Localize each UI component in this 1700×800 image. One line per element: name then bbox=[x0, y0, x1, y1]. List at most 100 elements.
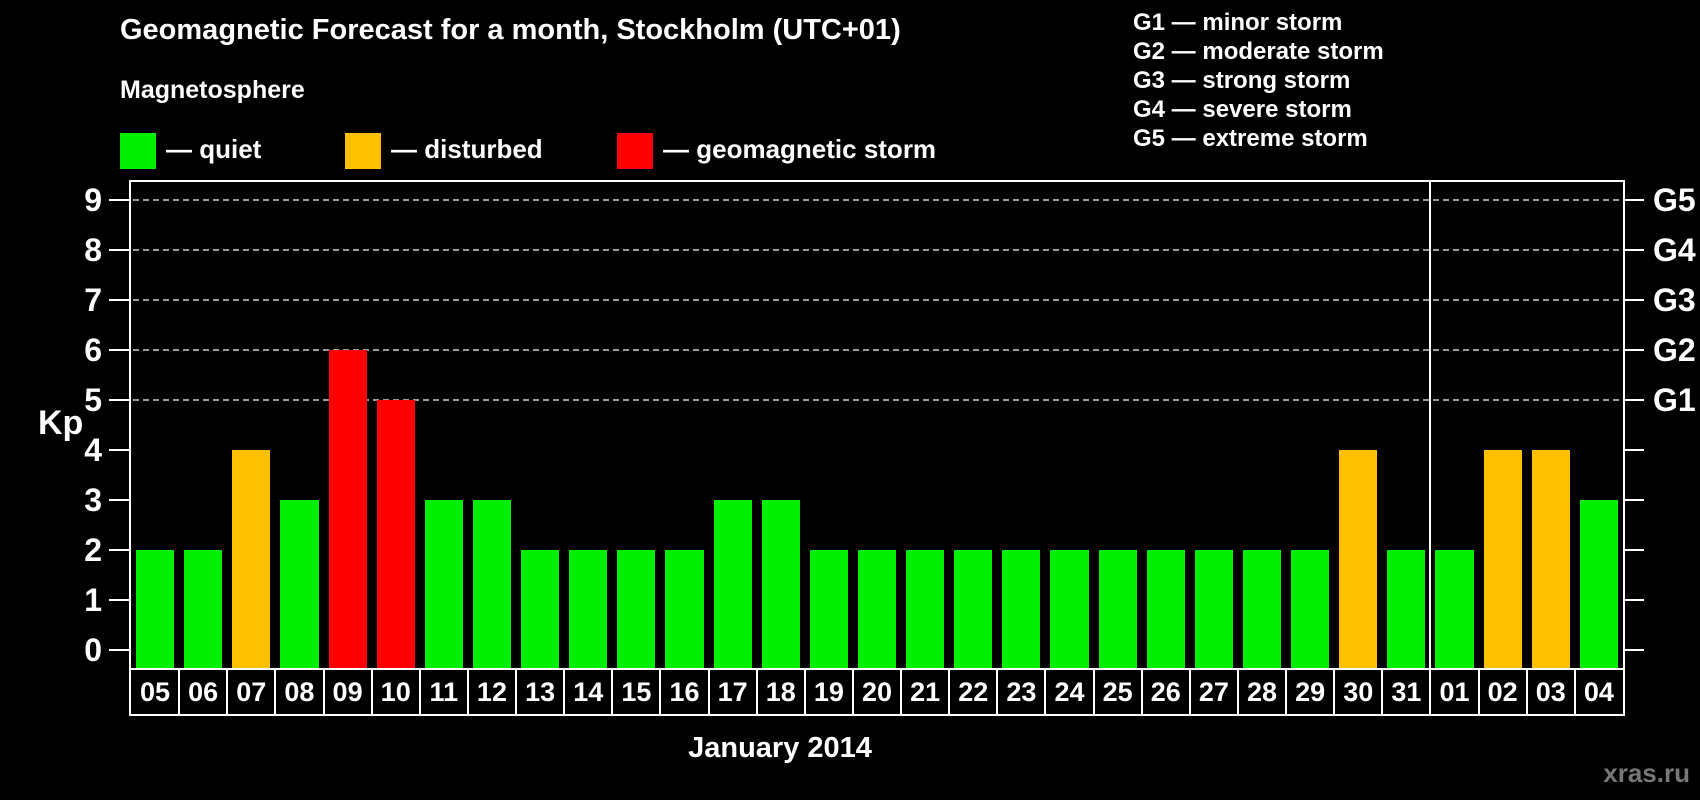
bar-day-17 bbox=[713, 499, 752, 668]
day-separator bbox=[707, 670, 710, 714]
bar-day-19 bbox=[809, 549, 848, 668]
bar-day-25 bbox=[1098, 549, 1137, 668]
legend-swatch-quiet bbox=[120, 133, 156, 169]
legend-label-storm: — geomagnetic storm bbox=[663, 134, 937, 164]
bar-day-05 bbox=[136, 549, 175, 668]
bar-day-20 bbox=[857, 549, 897, 668]
y-tick-left-2 bbox=[109, 548, 130, 551]
day-separator bbox=[900, 670, 903, 714]
y-tick-right-5 bbox=[1623, 399, 1644, 402]
gridline-kp7 bbox=[133, 299, 1619, 302]
day-label-31: 31 bbox=[1391, 677, 1422, 707]
day-separator bbox=[466, 670, 469, 714]
gscale-line-1: G1 — minor storm bbox=[1133, 9, 1343, 36]
bar-day-14 bbox=[569, 549, 608, 668]
day-separator bbox=[370, 670, 373, 714]
day-separator bbox=[226, 670, 229, 714]
day-separator bbox=[515, 670, 518, 714]
day-label-15: 15 bbox=[621, 677, 652, 707]
day-separator bbox=[178, 670, 181, 714]
day-label-13: 13 bbox=[525, 677, 556, 707]
y-tick-left-3 bbox=[109, 498, 130, 501]
gridline-kp6 bbox=[133, 349, 1619, 352]
day-label-08: 08 bbox=[284, 677, 315, 707]
bar-day-02 bbox=[1483, 449, 1522, 668]
legend-swatch-disturbed bbox=[345, 133, 381, 169]
bar-day-13 bbox=[521, 549, 560, 668]
bar-day-21 bbox=[906, 549, 945, 668]
y-tick-left-8 bbox=[109, 249, 130, 252]
y-tick-label-5: 5 bbox=[84, 382, 102, 419]
gscale-line-2: G2 — moderate storm bbox=[1133, 38, 1384, 65]
day-separator bbox=[1285, 670, 1288, 714]
month-separator bbox=[1429, 182, 1432, 668]
y-tick-label-3: 3 bbox=[84, 481, 102, 518]
day-separator bbox=[611, 670, 614, 714]
plot-area bbox=[129, 180, 1625, 670]
bar-day-03 bbox=[1531, 449, 1570, 668]
y-tick-right-2 bbox=[1623, 548, 1644, 551]
y-tick-right-6 bbox=[1623, 349, 1644, 352]
y-tick-label-1: 1 bbox=[84, 581, 102, 618]
bar-day-18 bbox=[761, 499, 800, 668]
y-tick-label-7: 7 bbox=[84, 282, 102, 319]
bar-day-28 bbox=[1242, 549, 1282, 668]
bar-day-29 bbox=[1291, 549, 1330, 668]
day-separator bbox=[563, 670, 566, 714]
y-tick-label-9: 9 bbox=[84, 182, 102, 219]
day-label-29: 29 bbox=[1295, 677, 1326, 707]
g-level-label-G1: G1 bbox=[1653, 382, 1696, 419]
day-separator bbox=[1044, 670, 1047, 714]
day-label-06: 06 bbox=[188, 677, 219, 707]
bar-day-24 bbox=[1050, 549, 1089, 668]
day-label-04: 04 bbox=[1583, 677, 1614, 707]
legend-label-disturbed: — disturbed bbox=[391, 134, 543, 164]
bar-day-22 bbox=[954, 549, 993, 668]
y-tick-right-7 bbox=[1623, 299, 1644, 302]
y-axis-title: Kp bbox=[38, 404, 84, 442]
bar-day-16 bbox=[665, 549, 704, 668]
y-tick-label-2: 2 bbox=[84, 531, 102, 568]
day-label-12: 12 bbox=[476, 677, 507, 707]
day-separator bbox=[1092, 670, 1095, 714]
day-label-01: 01 bbox=[1439, 677, 1470, 707]
y-tick-left-5 bbox=[109, 399, 130, 402]
y-tick-left-0 bbox=[109, 648, 130, 651]
day-label-03: 03 bbox=[1535, 677, 1566, 707]
gscale-legend: G1 — minor storm G2 — moderate storm G3 — … bbox=[1133, 8, 1384, 153]
day-separator bbox=[1381, 670, 1384, 714]
x-axis-title: January 2014 bbox=[688, 732, 872, 764]
g-level-label-G4: G4 bbox=[1653, 232, 1696, 269]
day-label-22: 22 bbox=[958, 677, 989, 707]
gscale-line-3: G3 — strong storm bbox=[1133, 67, 1351, 94]
day-label-19: 19 bbox=[813, 677, 844, 707]
day-separator bbox=[1333, 670, 1336, 714]
bar-day-01 bbox=[1435, 549, 1474, 668]
bar-day-12 bbox=[472, 499, 512, 668]
day-separator bbox=[322, 670, 325, 714]
legend-swatch-storm bbox=[617, 133, 653, 169]
day-label-30: 30 bbox=[1343, 677, 1374, 707]
y-tick-left-7 bbox=[109, 299, 130, 302]
gscale-line-4: G4 — severe storm bbox=[1133, 96, 1352, 123]
gridline-kp9 bbox=[133, 199, 1619, 202]
y-tick-right-0 bbox=[1623, 648, 1644, 651]
day-separator bbox=[418, 670, 421, 714]
bar-day-04 bbox=[1579, 499, 1618, 668]
day-separator bbox=[1236, 670, 1239, 714]
day-label-11: 11 bbox=[429, 677, 459, 707]
day-separator bbox=[803, 670, 806, 714]
day-separator bbox=[1573, 670, 1576, 714]
day-separator bbox=[1140, 670, 1143, 714]
y-tick-right-9 bbox=[1623, 199, 1644, 202]
bar-day-06 bbox=[184, 549, 223, 668]
day-label-23: 23 bbox=[1006, 677, 1037, 707]
bar-day-30 bbox=[1339, 449, 1378, 668]
day-label-25: 25 bbox=[1102, 677, 1133, 707]
day-label-10: 10 bbox=[380, 677, 411, 707]
day-separator bbox=[659, 670, 662, 714]
bar-day-10 bbox=[376, 400, 415, 668]
day-separator bbox=[274, 670, 277, 714]
bar-day-08 bbox=[280, 499, 319, 668]
y-tick-right-4 bbox=[1623, 448, 1644, 451]
